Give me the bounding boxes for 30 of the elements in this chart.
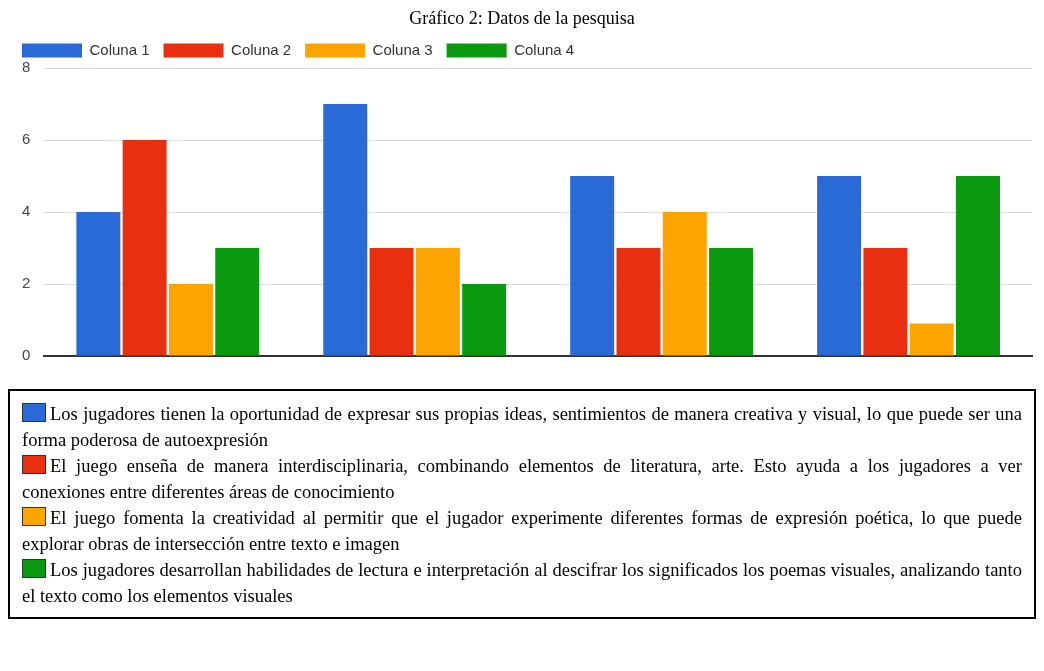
legend-label: Coluna 1: [89, 40, 150, 58]
y-tick-label: 0: [22, 346, 31, 364]
bar: [662, 212, 707, 356]
bar: [215, 248, 260, 356]
text: Los jugadores desarrollan habilidades de lectura e interpretación al descifrar los significados los poemas visuales, analizando tanto el texto como los elementos visuales: [22, 560, 1022, 606]
bar: [817, 176, 862, 356]
bar: [369, 248, 414, 356]
bar: [909, 323, 954, 356]
y-tick-label: 2: [22, 274, 31, 292]
bar: [462, 284, 507, 356]
legend-label: Coluna 3: [372, 40, 433, 58]
legend-label: Coluna 4: [514, 40, 575, 58]
bar: [709, 248, 754, 356]
legend-label: Coluna 2: [231, 40, 292, 58]
bar: [76, 212, 121, 356]
bar: [122, 140, 167, 356]
y-tick-label: 8: [22, 58, 31, 76]
bar: [168, 284, 213, 356]
bar: [616, 248, 661, 356]
bar: [863, 248, 908, 356]
text: El juego enseña de manera interdisciplinaria, combinando elementos de literatura, arte. Esto ayuda a los jugadores a ver conexiones entre diferentes áreas de conocimiento: [22, 456, 1022, 502]
bar: [323, 104, 368, 356]
text: Los jugadores tienen la oportunidad de expresar sus propias ideas, sentimientos de manera creativa y visual, lo que puede ser una forma poderosa de autoexpresión: [22, 404, 1022, 450]
bar: [570, 176, 615, 356]
bar: [956, 176, 1000, 356]
y-tick-label: 4: [22, 202, 31, 220]
text: El juego fomenta la creatividad al permitir que el jugador experimente diferentes formas de expresión poética, lo que puede explorar obras de intersección entre texto e imagen: [22, 508, 1022, 554]
y-tick-label: 6: [22, 130, 31, 148]
bar: [415, 248, 460, 356]
chart-title: Gráfico 2: Datos de la pesquisa: [408, 8, 636, 29]
